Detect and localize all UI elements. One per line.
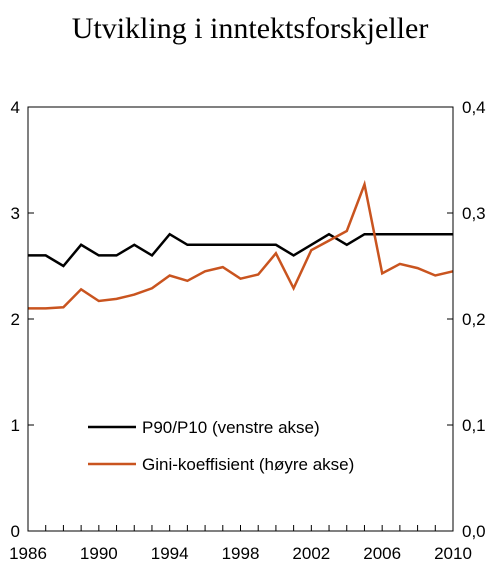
legend-label-2: Gini-koeffisient (høyre akse) bbox=[142, 455, 354, 474]
x-tick-label-2010: 2010 bbox=[434, 544, 472, 563]
axis-tick-labels: 1986 1990 1994 1998 2002 2006 2010 0 1 2 3 4 0,0 0,1 0… bbox=[9, 98, 486, 563]
y-left-tick-label-1: 1 bbox=[11, 416, 20, 435]
plot-frame bbox=[27, 106, 454, 532]
y-left-tick-label-4: 4 bbox=[11, 98, 20, 117]
series-line-2 bbox=[28, 179, 454, 310]
x-tick-label-2006: 2006 bbox=[363, 544, 401, 563]
y-right-tick-label-0,0: 0,0 bbox=[462, 522, 486, 541]
y-right-tick-label-0,4: 0,4 bbox=[462, 98, 486, 117]
y-right-tick-label-0,3: 0,3 bbox=[462, 204, 486, 223]
x-tick-label-1998: 1998 bbox=[222, 544, 260, 563]
y-left-tick-label-2: 2 bbox=[11, 310, 20, 329]
x-tick-label-1994: 1994 bbox=[151, 544, 189, 563]
series-lines bbox=[28, 179, 454, 310]
y-right-tick-label-0,2: 0,2 bbox=[462, 310, 486, 329]
x-tick-label-1990: 1990 bbox=[80, 544, 118, 563]
chart-title: Utvikling i inntektsforskjeller bbox=[71, 12, 429, 45]
y-right-tick-label-0,1: 0,1 bbox=[462, 416, 486, 435]
x-tick-label-1986: 1986 bbox=[9, 544, 47, 563]
y-left-tick-label-0: 0 bbox=[11, 522, 20, 541]
legend: P90/P10 (venstre akse) Gini-koeffisient (… bbox=[88, 418, 354, 474]
series-line-1 bbox=[28, 232, 453, 268]
x-tick-label-2002: 2002 bbox=[292, 544, 330, 563]
y-left-tick-label-3: 3 bbox=[11, 204, 20, 223]
legend-label-1: P90/P10 (venstre akse) bbox=[142, 418, 320, 437]
